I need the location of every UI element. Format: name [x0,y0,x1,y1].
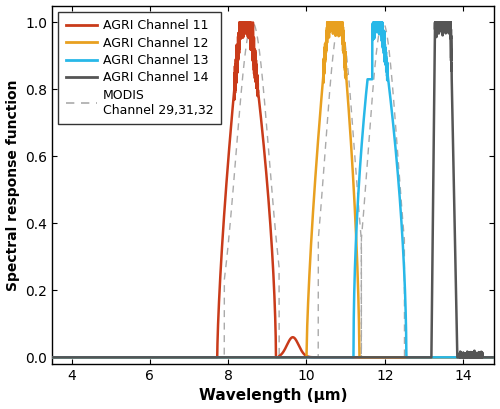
X-axis label: Wavelength (μm): Wavelength (μm) [199,389,348,403]
Legend: AGRI Channel 11, AGRI Channel 12, AGRI Channel 13, AGRI Channel 14, MODIS
Channe: AGRI Channel 11, AGRI Channel 12, AGRI C… [58,12,222,124]
Y-axis label: Spectral response function: Spectral response function [6,79,20,290]
